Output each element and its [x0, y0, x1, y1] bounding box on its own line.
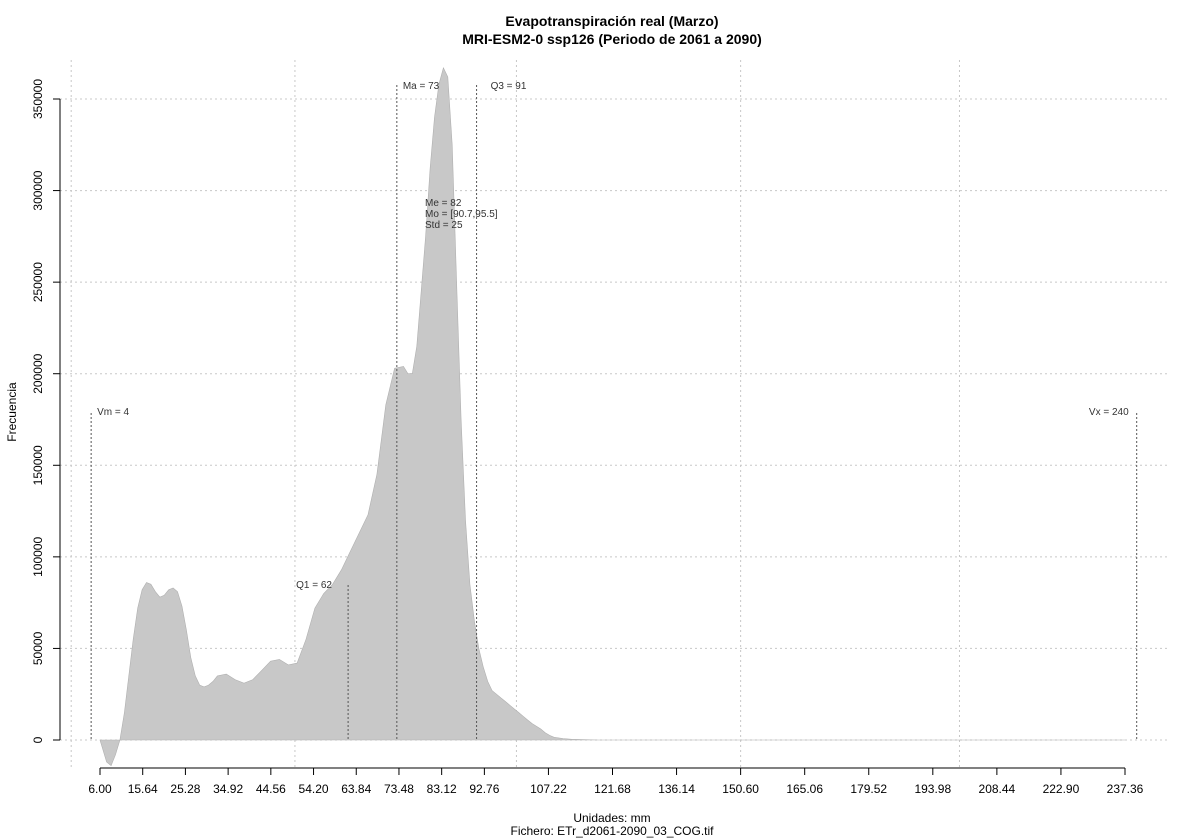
x-tick-label-7: 73.48 [384, 782, 414, 796]
stat-label-ma: Ma = 73 [403, 81, 440, 92]
file-caption: Fichero: ETr_d2061-2090_03_COG.tif [511, 824, 715, 838]
x-tick-label-9: 92.76 [469, 782, 499, 796]
stat-label-vx: Vx = 240 [1089, 407, 1129, 418]
chart-subtitle: MRI-ESM2-0 ssp126 (Periodo de 2061 a 209… [462, 31, 762, 47]
y-tick-label-5: 250000 [31, 262, 45, 302]
stat-mo-label: Mo = [90.7,95.5] [425, 209, 498, 220]
x-tick-label-15: 179.52 [850, 782, 887, 796]
y-tick-label-6: 300000 [31, 170, 45, 210]
x-tick-label-2: 25.28 [170, 782, 200, 796]
x-tick-label-13: 150.60 [722, 782, 759, 796]
y-tick-label-0: 0 [31, 736, 45, 743]
axes: 0 50000 100000 150000 200000 250000 300000 3500… [31, 79, 1144, 796]
statistic-lines: Vm = 4 Q1 = 62 Ma = 73 Q3 = 91 Vx = 240 [90, 81, 1138, 740]
y-axis-label: Frecuencia [5, 382, 19, 442]
x-tick-label-0: 6.00 [88, 782, 112, 796]
x-tick-label-3: 34.92 [213, 782, 243, 796]
grid-lines [60, 60, 1170, 768]
x-tick-label-18: 222.90 [1043, 782, 1080, 796]
density-area [99, 67, 1125, 767]
y-tick-label-4: 200000 [31, 353, 45, 393]
y-tick-label-1: 50000 [31, 631, 45, 665]
x-tick-label-14: 165.06 [786, 782, 823, 796]
stats-block: Me = 82 Mo = [90.7,95.5] Std = 25 [425, 198, 498, 231]
stat-me-label: Me = 82 [425, 198, 462, 209]
x-tick-label-8: 83.12 [427, 782, 457, 796]
x-tick-label-10: 107.22 [530, 782, 567, 796]
chart-title: Evapotranspiración real (Marzo) [505, 13, 718, 29]
x-tick-label-6: 63.84 [341, 782, 371, 796]
stat-label-q1: Q1 = 62 [296, 580, 332, 591]
stat-label-vm: Vm = 4 [97, 407, 129, 418]
y-tick-label-3: 150000 [31, 445, 45, 485]
x-tick-label-16: 193.98 [914, 782, 951, 796]
x-axis-label: Unidades: mm [573, 811, 650, 825]
x-tick-label-4: 44.56 [256, 782, 286, 796]
x-tick-label-19: 237.36 [1107, 782, 1144, 796]
x-tick-label-5: 54.20 [299, 782, 329, 796]
x-tick-label-12: 136.14 [658, 782, 695, 796]
x-tick-label-11: 121.68 [594, 782, 631, 796]
stat-std-label: Std = 25 [425, 220, 463, 231]
y-tick-label-2: 100000 [31, 537, 45, 577]
stat-label-q3: Q3 = 91 [491, 81, 527, 92]
x-tick-label-1: 15.64 [128, 782, 158, 796]
x-tick-label-17: 208.44 [979, 782, 1016, 796]
y-tick-label-7: 350000 [31, 79, 45, 119]
